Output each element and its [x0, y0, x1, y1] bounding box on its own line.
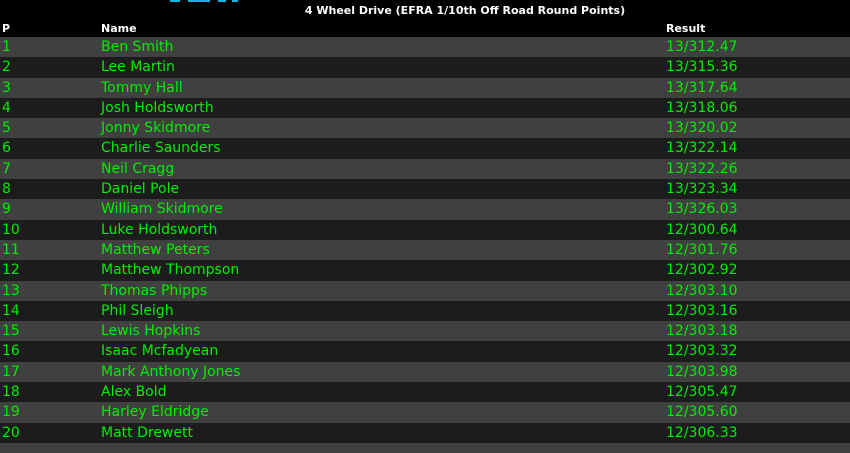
result-cell: 13/315.36 — [666, 59, 738, 76]
position-cell: 13 — [2, 282, 20, 299]
name-cell: Thomas Phipps — [101, 282, 208, 299]
results-table: 1 Ben Smith 13/312.47 2 Lee Martin 13/315.36 3… — [0, 37, 850, 453]
position-cell: 19 — [2, 404, 20, 421]
table-title: 4 Wheel Drive (EFRA 1/10th Off Road Roun… — [304, 4, 626, 17]
result-cell: 12/303.98 — [666, 363, 738, 380]
name-cell: Josh Holdsworth — [101, 99, 214, 116]
position-cell: 16 — [2, 343, 20, 360]
name-cell: Neil Cragg — [101, 160, 175, 177]
table-row: 12 Matthew Thompson 12/302.92 — [0, 260, 850, 281]
position-cell: 1 — [2, 39, 11, 55]
position-cell: 2 — [2, 59, 11, 76]
table-row: 17 Mark Anthony Jones 12/303.98 — [0, 361, 850, 383]
position-cell: 4 — [2, 99, 11, 116]
name-cell: Isaac Mcfadyean — [101, 343, 219, 360]
position-cell: 5 — [2, 120, 11, 137]
table-row: 7 Neil Cragg 13/322.26 — [0, 158, 850, 180]
table-header: P Name Result — [0, 22, 850, 36]
name-cell: Matthew Peters — [101, 241, 210, 258]
result-cell: 13/317.64 — [666, 79, 738, 96]
table-row: 15 Lewis Hopkins 12/303.18 — [0, 321, 850, 342]
name-cell: William Skidmore — [101, 201, 223, 218]
position-cell: 20 — [2, 424, 20, 441]
position-cell: 8 — [2, 181, 11, 198]
position-cell: 18 — [2, 384, 20, 401]
result-cell: 12/306.33 — [666, 424, 738, 441]
table-row: 18 Alex Bold 12/305.47 — [0, 382, 850, 403]
result-cell: 13/322.26 — [666, 160, 738, 177]
table-row: 9 William Skidmore 13/326.03 — [0, 199, 850, 220]
header-name: Name — [101, 22, 137, 35]
result-cell: 12/300.64 — [666, 221, 738, 238]
result-cell: 12/302.92 — [666, 262, 738, 279]
name-cell: Alex Bold — [101, 384, 167, 401]
name-cell: Harley Eldridge — [101, 404, 209, 421]
name-cell: Jonny Skidmore — [101, 120, 211, 137]
table-row: 3 Tommy Hall 13/317.64 — [0, 77, 850, 98]
result-cell: 13/326.03 — [666, 201, 738, 218]
clipped-link-fragment — [170, 0, 240, 3]
table-row: 6 Charlie Saunders 13/322.14 — [0, 138, 850, 159]
name-cell: Lee Martin — [101, 59, 175, 76]
name-cell: Mark Anthony Jones — [101, 363, 241, 380]
position-cell: 17 — [2, 363, 20, 380]
name-cell: Tommy Hall — [101, 79, 183, 96]
position-cell: 15 — [2, 323, 20, 340]
header-position: P — [2, 22, 11, 35]
result-cell: 12/303.16 — [666, 302, 738, 319]
table-row: 5 Jonny Skidmore 13/320.02 — [0, 118, 850, 139]
position-cell: 11 — [2, 241, 20, 258]
position-cell: 6 — [2, 140, 11, 157]
name-cell: Charlie Saunders — [101, 140, 221, 157]
result-cell: 12/305.47 — [666, 384, 738, 401]
position-cell: 3 — [2, 79, 11, 96]
name-cell: Matthew Thompson — [101, 262, 240, 279]
table-row: 11 Matthew Peters 12/301.76 — [0, 239, 850, 261]
position-cell: 10 — [2, 221, 20, 238]
result-cell: 12/305.60 — [666, 404, 738, 421]
result-cell: 13/320.02 — [666, 120, 738, 137]
table-row: 2 Lee Martin 13/315.36 — [0, 57, 850, 78]
result-cell: 13/318.06 — [666, 99, 738, 116]
table-row: 1 Ben Smith 13/312.47 — [0, 37, 850, 58]
result-cell: 12/301.76 — [666, 241, 738, 258]
result-cell: 13/312.47 — [666, 39, 738, 55]
table-row: 10 Luke Holdsworth 12/300.64 — [0, 219, 850, 240]
table-row: 20 Matt Drewett 12/306.33 — [0, 422, 850, 443]
position-cell: 9 — [2, 201, 11, 218]
result-cell: 13/322.14 — [666, 140, 738, 157]
table-row: 4 Josh Holdsworth 13/318.06 — [0, 97, 850, 119]
name-cell: Lewis Hopkins — [101, 323, 201, 340]
table-row: 16 Isaac Mcfadyean 12/303.32 — [0, 341, 850, 362]
header-result: Result — [666, 22, 706, 35]
name-cell: Phil Sleigh — [101, 302, 174, 319]
result-cell: 12/303.32 — [666, 343, 738, 360]
result-cell: 12/303.10 — [666, 282, 738, 299]
position-cell: 7 — [2, 160, 11, 177]
result-cell: 12/303.18 — [666, 323, 738, 340]
table-row: 19 Harley Eldridge 12/305.60 — [0, 402, 850, 423]
position-cell: 14 — [2, 302, 20, 319]
name-cell: Matt Drewett — [101, 424, 193, 441]
table-row: 13 Thomas Phipps 12/303.10 — [0, 280, 850, 301]
name-cell: Ben Smith — [101, 39, 174, 55]
name-cell: Luke Holdsworth — [101, 221, 218, 238]
result-cell: 13/323.34 — [666, 181, 738, 198]
position-cell: 12 — [2, 262, 20, 279]
table-row: 14 Phil Sleigh 12/303.16 — [0, 300, 850, 322]
name-cell: Daniel Pole — [101, 181, 180, 198]
table-row: 8 Daniel Pole 13/323.34 — [0, 179, 850, 200]
